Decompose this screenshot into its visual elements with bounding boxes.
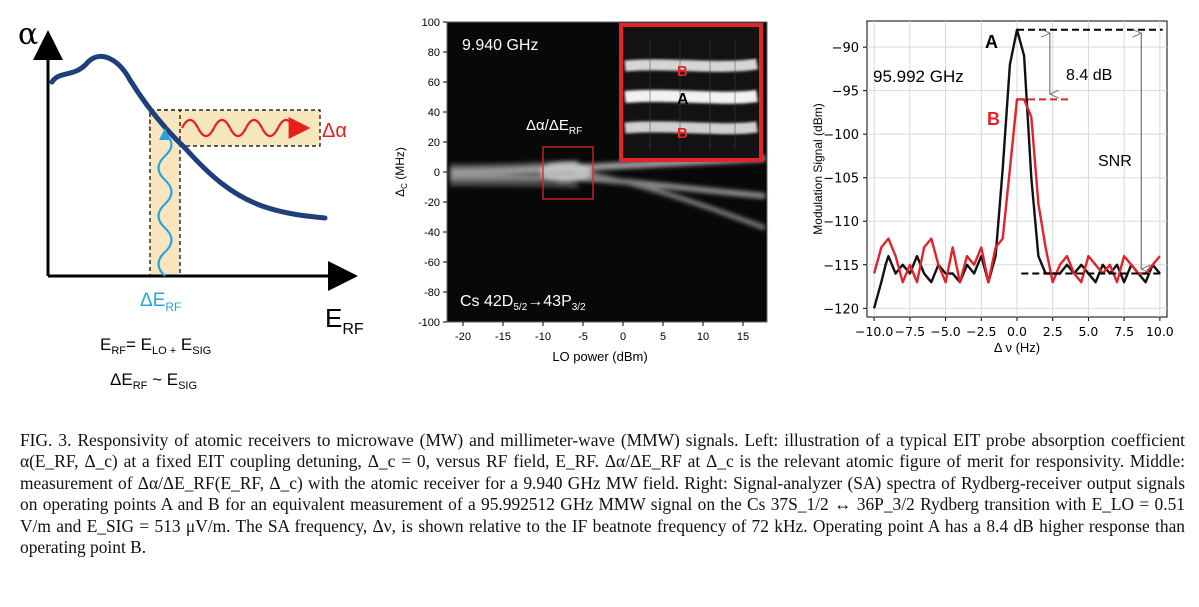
x-tick-label: 0 — [620, 331, 626, 343]
y-tick-label: 100 — [422, 17, 440, 29]
chart-frequency-label: 95.992 GHz — [873, 67, 964, 86]
blue-wave — [157, 133, 173, 277]
absorption-curve — [49, 54, 328, 221]
y-tick-label: −90 — [832, 41, 859, 56]
chart-grid — [867, 21, 1167, 317]
right-line-chart: −90 −95 −100 −105 −110 −115 −120 −10.0 −7.5 −5.0… — [811, 20, 1174, 355]
x-tick-label: 2.5 — [1043, 324, 1063, 339]
e-rf-axis-label: ERF — [325, 303, 364, 338]
x-tick-label: -5 — [578, 331, 588, 343]
x-tick-label: 0.0 — [1007, 324, 1027, 339]
figure-caption: FIG. 3. Responsivity of atomic receivers … — [20, 430, 1185, 558]
x-tick-label: -20 — [455, 331, 471, 343]
x-tick-label: -15 — [495, 331, 511, 343]
frequency-label: 9.940 GHz — [462, 37, 538, 54]
y-tick-label: 40 — [428, 107, 440, 119]
y-tick-label: 20 — [428, 137, 440, 149]
x-tick-label: −5.0 — [930, 324, 960, 339]
x-tick-label: −10.0 — [855, 324, 893, 339]
x-tick-label: -10 — [535, 331, 551, 343]
caption-label: FIG. 3. — [20, 430, 72, 450]
y-tick-label: −95 — [832, 85, 859, 100]
inset-label-b-bottom: B — [677, 125, 688, 142]
responsivity-annotation: Δα/ΔERF — [526, 117, 582, 137]
inset-label-a: A — [677, 91, 689, 108]
x-tick-label: −2.5 — [966, 324, 996, 339]
y-tick-label: −100 — [823, 128, 859, 143]
transition-label: Cs 42D5/2→43P3/2 — [460, 293, 586, 313]
chart-annotations — [1017, 28, 1163, 275]
delta-e-rf-label: ΔERF — [140, 290, 181, 314]
chart-y-tick-labels: −90 −95 −100 −105 −110 −115 −120 — [823, 41, 867, 317]
x-tick-label: 10 — [697, 331, 709, 343]
x-tick-label: −7.5 — [895, 324, 925, 339]
x-tick-label: 7.5 — [1114, 324, 1134, 339]
chart-x-tick-labels: −10.0 −7.5 −5.0 −2.5 0.0 2.5 5.0 7.5 10.0 — [855, 317, 1174, 339]
y-tick-label: 80 — [428, 47, 440, 59]
x-tick-label: 10.0 — [1146, 324, 1174, 339]
point-b-label: B — [987, 109, 1000, 129]
y-tick-label: −110 — [823, 215, 859, 230]
delta-alpha-label: Δα — [322, 120, 347, 142]
left-schematic: α ERF Δα ΔERF ERF= ELO + ESIG ΔERF ~ ESI… — [18, 17, 364, 392]
inset-image — [619, 23, 763, 162]
y-tick-label: -20 — [424, 197, 440, 209]
equation-delta-e: ΔERF ~ ESIG — [110, 370, 197, 392]
y-tick-label: -100 — [418, 317, 440, 329]
alpha-axis-label: α — [18, 17, 38, 52]
x-tick-labels: -20 -15 -10 -5 0 5 10 15 — [455, 322, 749, 343]
y-tick-label: 0 — [434, 167, 440, 179]
y-tick-label: -80 — [424, 287, 440, 299]
red-wave — [181, 117, 311, 139]
caption-text: Responsivity of atomic receivers to micr… — [20, 430, 1185, 558]
y-tick-label: -40 — [424, 227, 440, 239]
y-tick-label: −115 — [823, 259, 859, 274]
series-line-a — [872, 28, 1161, 309]
chart-x-axis-label: Δ ν (Hz) — [994, 340, 1040, 355]
chart-y-axis-label: Modulation Signal (dBm) — [811, 103, 825, 234]
x-tick-label: 15 — [737, 331, 749, 343]
snr-label: SNR — [1098, 153, 1132, 170]
red-box — [542, 146, 594, 200]
y-tick-label: 60 — [428, 77, 440, 89]
point-a-label: A — [985, 32, 998, 52]
y-axis-label: ΔC (MHz) — [393, 147, 409, 197]
y-tick-label: -60 — [424, 257, 440, 269]
x-tick-label: 5 — [660, 331, 666, 343]
y-tick-label: −105 — [823, 172, 859, 187]
delta-db-label: 8.4 dB — [1066, 67, 1112, 84]
x-tick-label: 5.0 — [1078, 324, 1098, 339]
y-tick-label: −120 — [823, 302, 859, 317]
blue-wave-arrow — [159, 128, 171, 140]
inset-label-b-top: B — [677, 63, 688, 80]
x-axis-label: LO power (dBm) — [552, 349, 647, 364]
equation-e-rf: ERF= ELO + ESIG — [100, 335, 211, 357]
y-tick-labels: 100 80 60 40 20 0 -20 -40 -60 -80 -100 — [418, 17, 447, 329]
